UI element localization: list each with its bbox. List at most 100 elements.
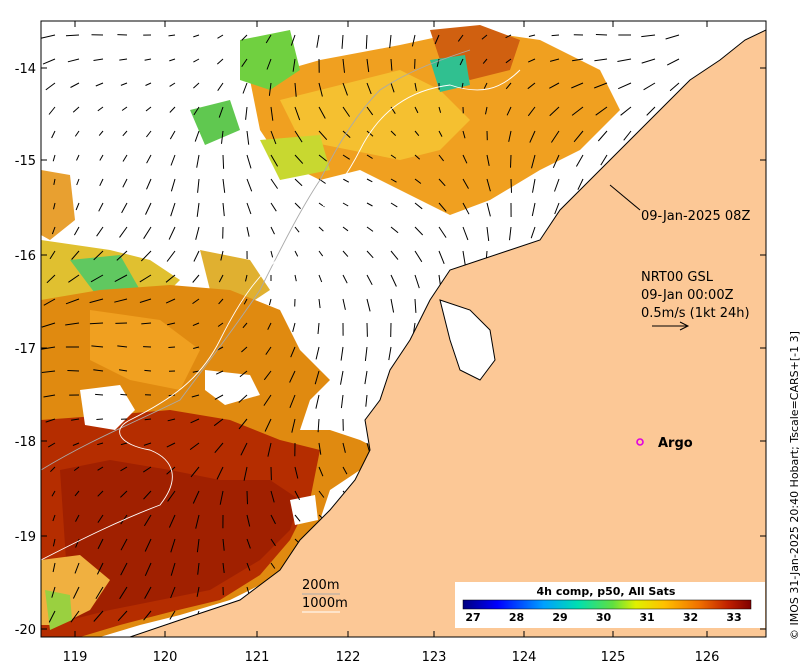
current-vector bbox=[114, 274, 128, 283]
current-vector bbox=[294, 154, 304, 164]
current-vector bbox=[193, 346, 200, 349]
current-vector bbox=[665, 34, 680, 40]
current-vector bbox=[342, 226, 349, 232]
current-vector bbox=[366, 178, 373, 183]
current-vector bbox=[144, 562, 152, 577]
current-vector bbox=[600, 154, 608, 166]
current-vector bbox=[242, 82, 248, 94]
current-vector bbox=[117, 345, 128, 348]
current-vector bbox=[414, 298, 417, 313]
colorbar-tick-label: 28 bbox=[509, 611, 524, 624]
current-vector bbox=[246, 562, 251, 571]
current-vector bbox=[390, 106, 396, 114]
current-vector bbox=[70, 610, 80, 623]
current-vector bbox=[292, 322, 296, 333]
current-vector bbox=[462, 250, 466, 265]
current-vector bbox=[643, 82, 656, 91]
current-vector bbox=[617, 82, 632, 90]
current-vector bbox=[554, 202, 560, 215]
current-vector bbox=[68, 274, 80, 283]
current-vector bbox=[217, 82, 224, 91]
current-vector bbox=[510, 178, 512, 193]
current-vector bbox=[243, 466, 248, 481]
current-vector bbox=[48, 610, 56, 623]
current-vector bbox=[530, 226, 536, 239]
timestamp-label: 09-Jan-2025 08Z bbox=[641, 209, 750, 224]
current-vector bbox=[527, 58, 536, 63]
current-vector bbox=[294, 490, 301, 501]
current-vector bbox=[166, 442, 176, 448]
current-vector bbox=[438, 250, 445, 264]
current-vector bbox=[364, 370, 368, 385]
current-vector bbox=[294, 274, 297, 282]
current-vector bbox=[551, 34, 560, 37]
current-vector bbox=[390, 202, 398, 208]
current-vector bbox=[414, 154, 421, 160]
current-vector bbox=[486, 202, 491, 217]
current-vector bbox=[75, 538, 80, 548]
current-vector bbox=[97, 442, 104, 446]
current-vector bbox=[505, 82, 512, 90]
current-vector bbox=[239, 370, 248, 378]
current-vector bbox=[294, 226, 300, 233]
current-vector bbox=[97, 490, 104, 497]
current-vector bbox=[215, 370, 224, 375]
current-vector bbox=[217, 322, 224, 327]
current-vector bbox=[462, 226, 469, 241]
current-vector bbox=[462, 154, 468, 164]
current-vector bbox=[315, 394, 320, 409]
current-vector bbox=[168, 34, 176, 37]
current-vector bbox=[143, 490, 152, 500]
y-tick-label: -16 bbox=[15, 249, 36, 264]
colorbar-tick-label: 30 bbox=[596, 611, 612, 624]
current-vector bbox=[166, 466, 176, 475]
current-vector bbox=[241, 34, 248, 41]
current-vector bbox=[168, 346, 176, 348]
current-vector bbox=[434, 34, 440, 45]
current-vector bbox=[246, 178, 253, 192]
argo-marker-icon bbox=[636, 438, 644, 446]
current-vector bbox=[95, 82, 104, 87]
current-vector bbox=[48, 106, 56, 115]
colorbar-ticks: 27 28 29 30 31 32 33 bbox=[465, 611, 741, 624]
current-vector bbox=[72, 106, 80, 113]
current-vector bbox=[121, 106, 128, 111]
colorbar-tick-label: 31 bbox=[639, 611, 654, 624]
colorbar-tick-label: 33 bbox=[726, 611, 741, 624]
current-vector bbox=[146, 154, 152, 164]
current-vector bbox=[196, 538, 200, 553]
current-vector bbox=[414, 178, 422, 184]
current-vector bbox=[121, 202, 128, 214]
current-vector bbox=[318, 130, 328, 141]
x-tick-label: 124 bbox=[512, 650, 537, 665]
current-vector bbox=[97, 538, 104, 550]
current-vector bbox=[119, 369, 128, 372]
current-vector bbox=[143, 466, 152, 473]
current-vector bbox=[318, 442, 322, 455]
current-vector bbox=[119, 586, 128, 600]
colorbar-tick-label: 27 bbox=[465, 611, 480, 624]
current-vector bbox=[577, 178, 584, 190]
current-vector bbox=[340, 346, 344, 361]
current-vector bbox=[270, 490, 275, 503]
current-vector bbox=[193, 58, 200, 63]
current-vector bbox=[90, 274, 104, 283]
current-vector bbox=[414, 130, 420, 137]
current-vector bbox=[119, 58, 128, 61]
current-vector bbox=[41, 322, 56, 328]
current-vector bbox=[318, 298, 321, 309]
current-vector bbox=[549, 82, 560, 89]
current-vector bbox=[218, 298, 224, 305]
current-vector bbox=[116, 250, 128, 261]
current-vector bbox=[95, 586, 104, 600]
current-vector bbox=[483, 82, 488, 89]
current-vector bbox=[486, 226, 490, 241]
current-vector bbox=[42, 58, 56, 65]
current-vector bbox=[192, 274, 200, 283]
current-vector bbox=[222, 538, 225, 551]
current-vector bbox=[165, 274, 176, 283]
y-tick-label: -17 bbox=[15, 342, 36, 357]
current-vector bbox=[414, 106, 419, 114]
current-info-line1: NRT00 GSL bbox=[641, 270, 714, 285]
current-vector bbox=[414, 250, 423, 263]
